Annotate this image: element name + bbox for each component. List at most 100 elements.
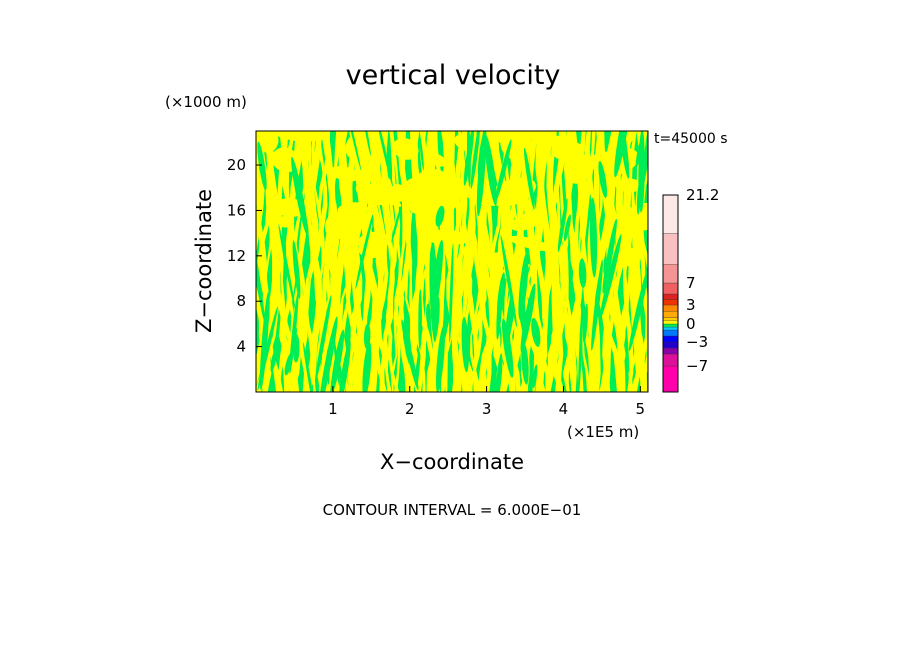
- colorbar-labels: 21.2 7 30−3 −7: [686, 186, 719, 375]
- negative-velocity-streak: [284, 352, 293, 376]
- negative-velocity-streak: [598, 160, 607, 199]
- x-unit-label: (×1E5 m): [567, 423, 639, 441]
- negative-velocity-streak: [256, 230, 265, 322]
- colorbar-segment: [662, 320, 679, 325]
- negative-velocity-streak: [362, 131, 371, 156]
- negative-velocity-streak: [278, 224, 296, 310]
- positive-velocity-streak: [477, 131, 491, 392]
- positive-velocity-patch: [539, 134, 567, 147]
- positive-velocity-patch: [448, 177, 500, 206]
- colorbar-label: −7: [686, 357, 708, 375]
- negative-velocity-streak: [578, 296, 584, 392]
- y-axis-label: Z−coordinate: [192, 189, 216, 333]
- colorbar-label: −3: [686, 333, 708, 351]
- negative-velocity-streak: [582, 303, 588, 344]
- plot-frame: [255, 130, 649, 393]
- positive-velocity-streak: [333, 131, 351, 392]
- colorbar-label: 0: [686, 315, 696, 333]
- positive-velocity-patch: [363, 183, 411, 206]
- colorbar-segment: [662, 329, 679, 337]
- positive-velocity-streak: [438, 131, 451, 392]
- positive-velocity-streak: [385, 131, 399, 392]
- positive-velocity-streak: [304, 131, 323, 392]
- positive-velocity-streak: [587, 131, 603, 392]
- colorbar-segment: [662, 282, 679, 295]
- velocity-field: [256, 131, 648, 392]
- positive-velocity-patch: [329, 166, 362, 182]
- x-tick-label: 4: [559, 400, 569, 418]
- negative-velocity-streak: [429, 245, 438, 342]
- contour-interval-label: CONTOUR INTERVAL = 6.000E−01: [323, 501, 582, 519]
- negative-velocity-streak: [591, 259, 603, 351]
- negative-velocity-streak: [386, 244, 390, 273]
- negative-velocity-streak: [496, 353, 503, 392]
- positive-velocity-streak: [611, 131, 628, 392]
- y-axis-ticks: 4 8 12 16 20: [227, 156, 262, 356]
- positive-velocity-patch: [345, 131, 386, 162]
- positive-velocity-patch: [614, 178, 643, 193]
- negative-velocity-streak: [418, 289, 422, 350]
- negative-velocity-streak: [426, 303, 431, 328]
- colorbar-segment: [662, 293, 679, 300]
- positive-velocity-streak: [468, 131, 483, 392]
- positive-velocity-streak: [339, 131, 355, 392]
- colorbar: [662, 194, 679, 393]
- positive-velocity-streak: [263, 131, 280, 392]
- positive-velocity-streak: [391, 131, 406, 392]
- colorbar-segment: [662, 365, 679, 393]
- colorbar-segment: [662, 323, 679, 328]
- negative-velocity-streak: [520, 283, 536, 353]
- negative-velocity-streak: [291, 156, 309, 236]
- y-tick-label: 16: [227, 201, 246, 219]
- positive-velocity-streak: [599, 131, 615, 392]
- negative-velocity-streak: [318, 316, 338, 392]
- negative-velocity-streak: [338, 339, 351, 392]
- y-tick-label: 8: [236, 292, 246, 310]
- negative-velocity-streak: [602, 218, 617, 294]
- positive-velocity-streak: [412, 131, 428, 392]
- negative-velocity-streak: [376, 131, 393, 187]
- colorbar-segment: [662, 335, 679, 343]
- negative-velocity-streak: [500, 235, 517, 328]
- colorbar-label: 7: [686, 274, 696, 292]
- negative-velocity-streak: [257, 141, 267, 191]
- x-axis-ticks: 1 2 3 4 5: [328, 386, 645, 418]
- positive-velocity-patch: [325, 211, 349, 240]
- positive-velocity-streak: [342, 131, 360, 392]
- positive-velocity-streak: [304, 131, 319, 392]
- plot-area: [255, 130, 649, 393]
- positive-velocity-streak: [310, 131, 325, 392]
- negative-velocity-streak: [292, 240, 301, 299]
- positive-velocity-streak: [549, 131, 564, 392]
- colorbar-segment: [662, 299, 679, 306]
- negative-velocity-streak: [495, 139, 512, 202]
- positive-velocity-patch: [621, 202, 648, 231]
- negative-velocity-streak: [418, 132, 424, 171]
- colorbar-segment: [662, 233, 679, 265]
- negative-velocity-streak: [270, 348, 277, 372]
- negative-velocity-streak: [461, 316, 470, 373]
- negative-velocity-streak: [391, 209, 401, 243]
- colorbar-segment: [662, 326, 679, 331]
- y-tick-label: 4: [236, 338, 246, 356]
- positive-velocity-streak: [555, 131, 569, 392]
- colorbar-segment: [662, 311, 679, 318]
- positive-velocity-streak: [324, 131, 340, 392]
- positive-velocity-patch: [392, 137, 419, 160]
- negative-velocity-streak: [628, 265, 648, 352]
- positive-velocity-streak: [346, 131, 363, 392]
- positive-velocity-streak: [316, 131, 331, 392]
- positive-velocity-patch: [425, 152, 447, 167]
- positive-velocity-streak: [337, 131, 352, 392]
- positive-velocity-streak: [353, 131, 373, 392]
- y-tick-label: 12: [227, 247, 246, 265]
- colorbar-segment: [662, 264, 679, 284]
- x-axis-label: X−coordinate: [380, 450, 524, 474]
- positive-velocity-patch: [510, 210, 546, 231]
- positive-velocity-patch: [488, 263, 530, 281]
- x-tick-label: 3: [482, 400, 492, 418]
- positive-velocity-streak: [383, 131, 398, 392]
- positive-velocity-patch: [278, 215, 293, 228]
- positive-velocity-patch: [612, 131, 635, 146]
- negative-velocity-streak: [332, 328, 340, 387]
